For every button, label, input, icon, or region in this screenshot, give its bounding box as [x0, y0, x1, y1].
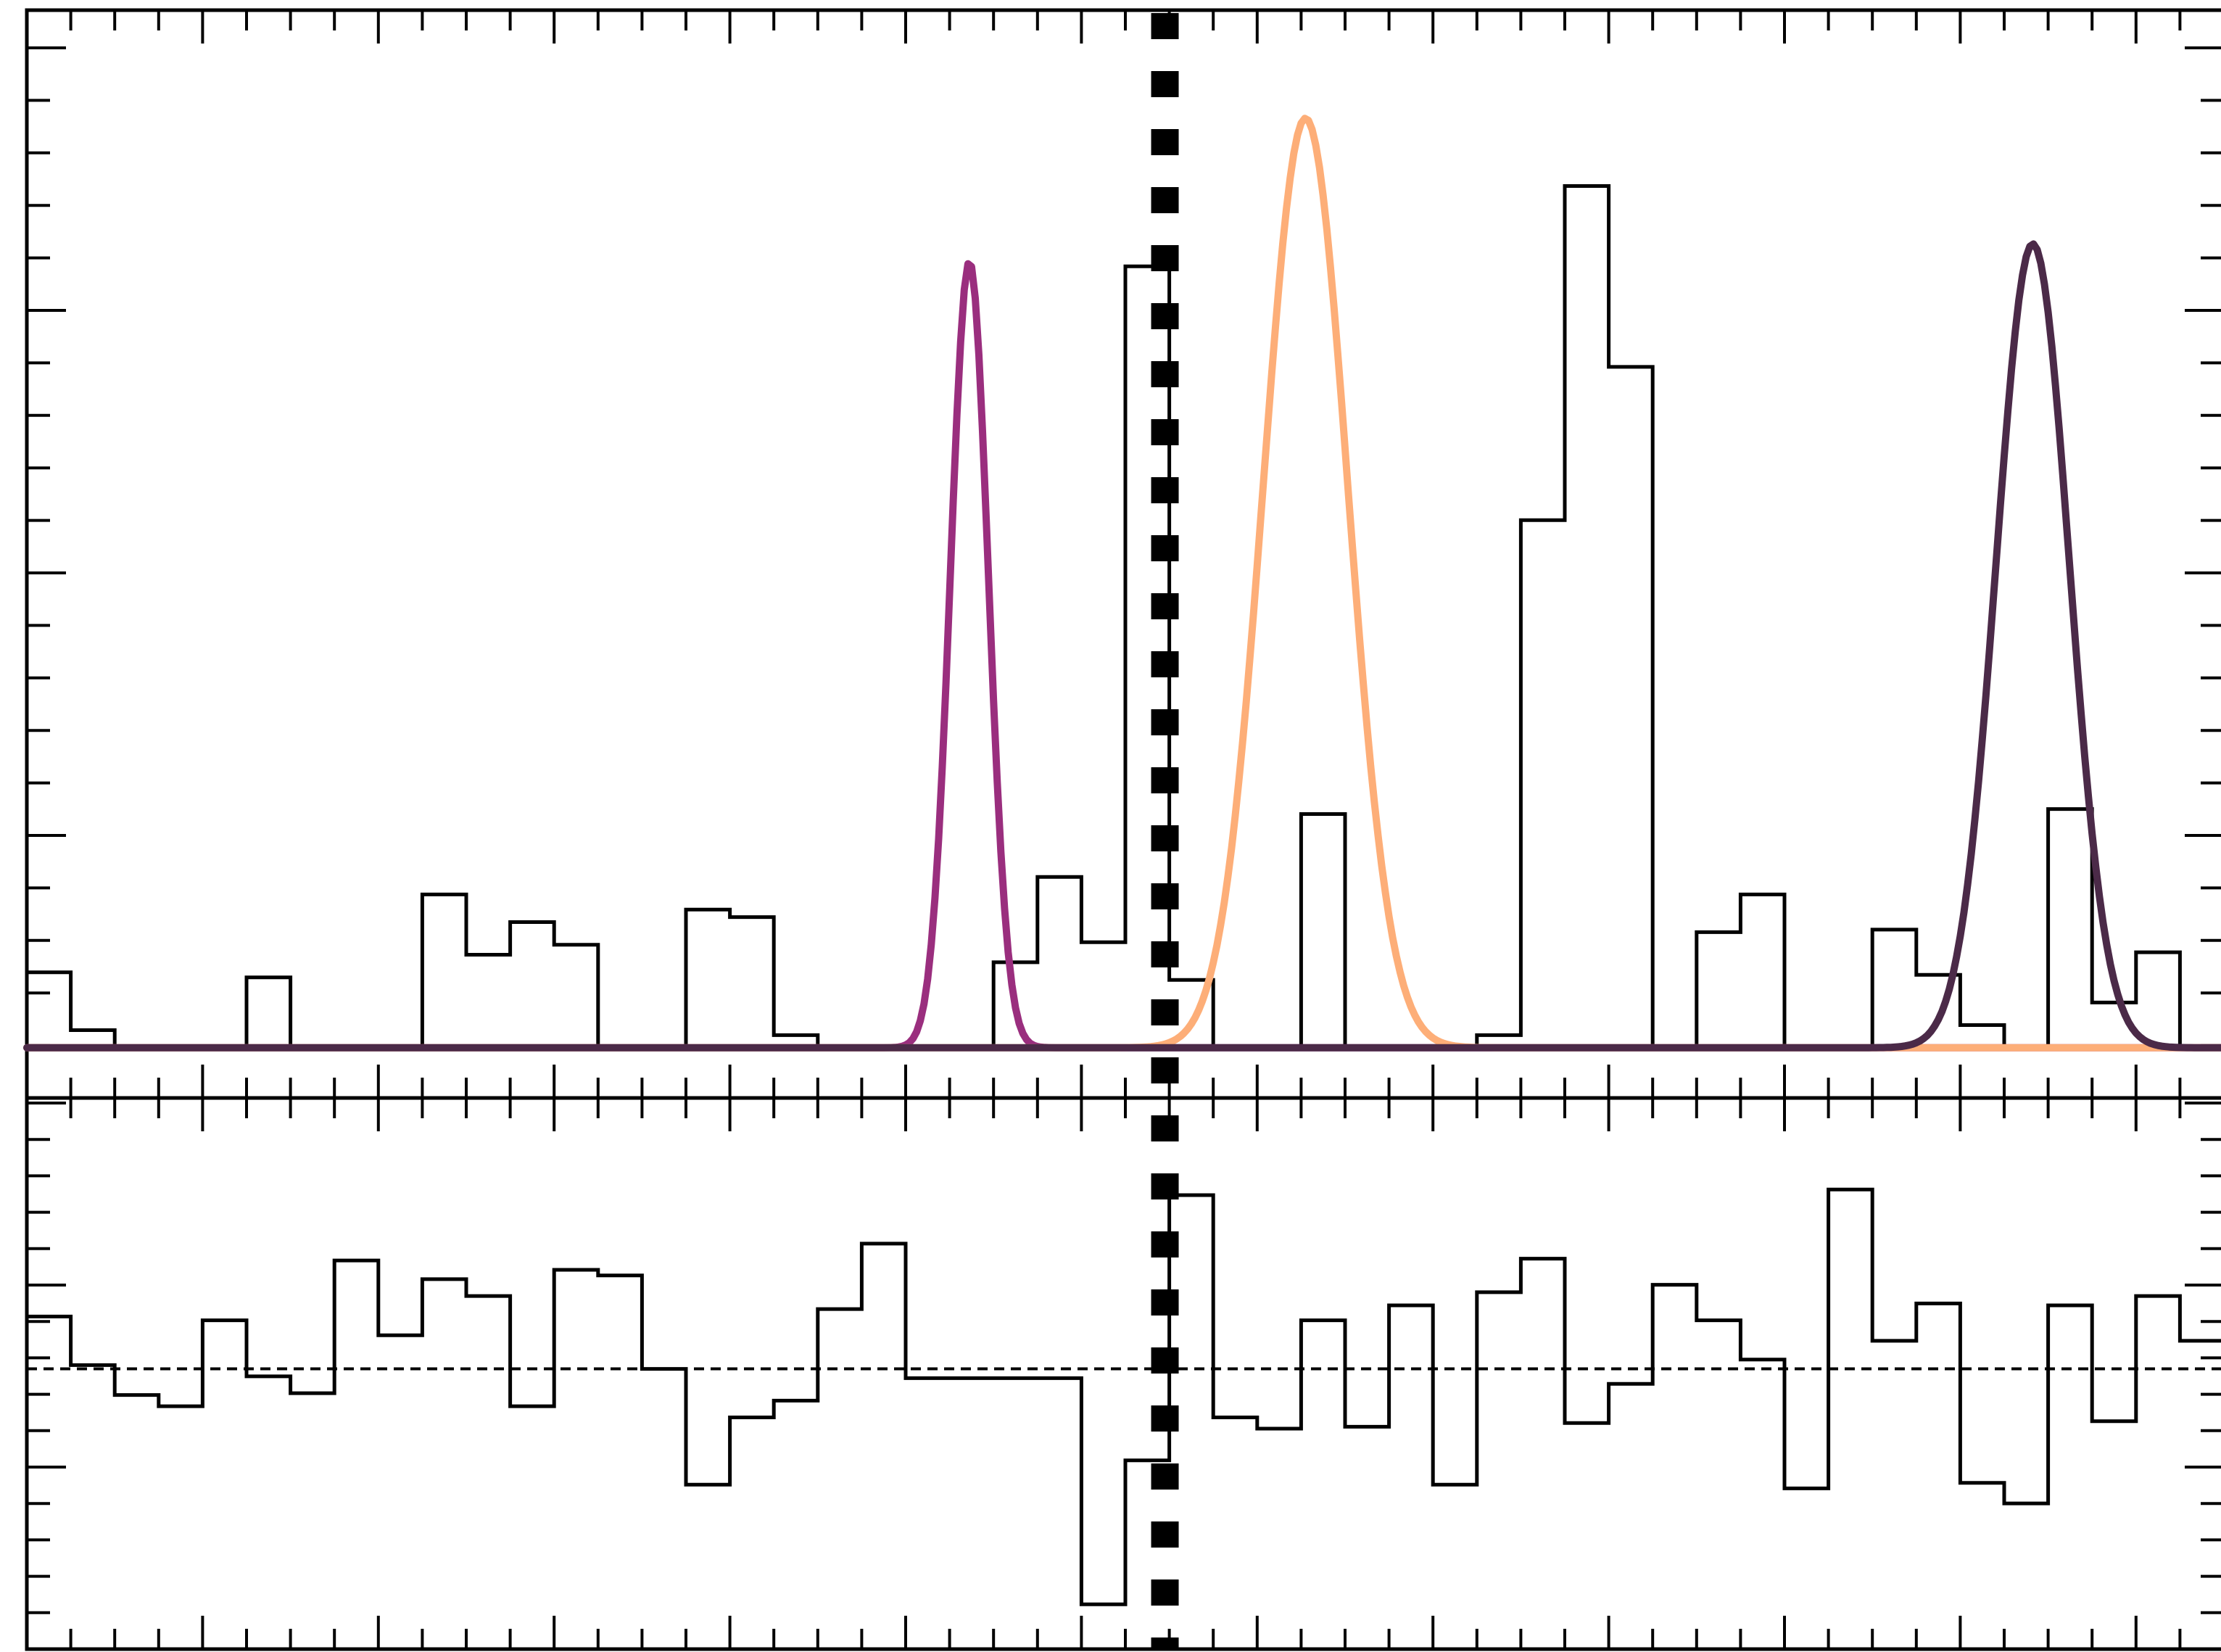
- residual-panel: [25, 1096, 2221, 1651]
- spectrum-panel: [23, 8, 2221, 1100]
- spectrum-panel-ticks: [27, 10, 2221, 1098]
- spectrum-histogram: [27, 184, 2221, 1050]
- residual-panel-ticks: [27, 1098, 2221, 1649]
- residual-histogram: [27, 1187, 2221, 1606]
- gaussian-fits: [23, 115, 2221, 1052]
- gaussian-fit-3: [23, 240, 2221, 1052]
